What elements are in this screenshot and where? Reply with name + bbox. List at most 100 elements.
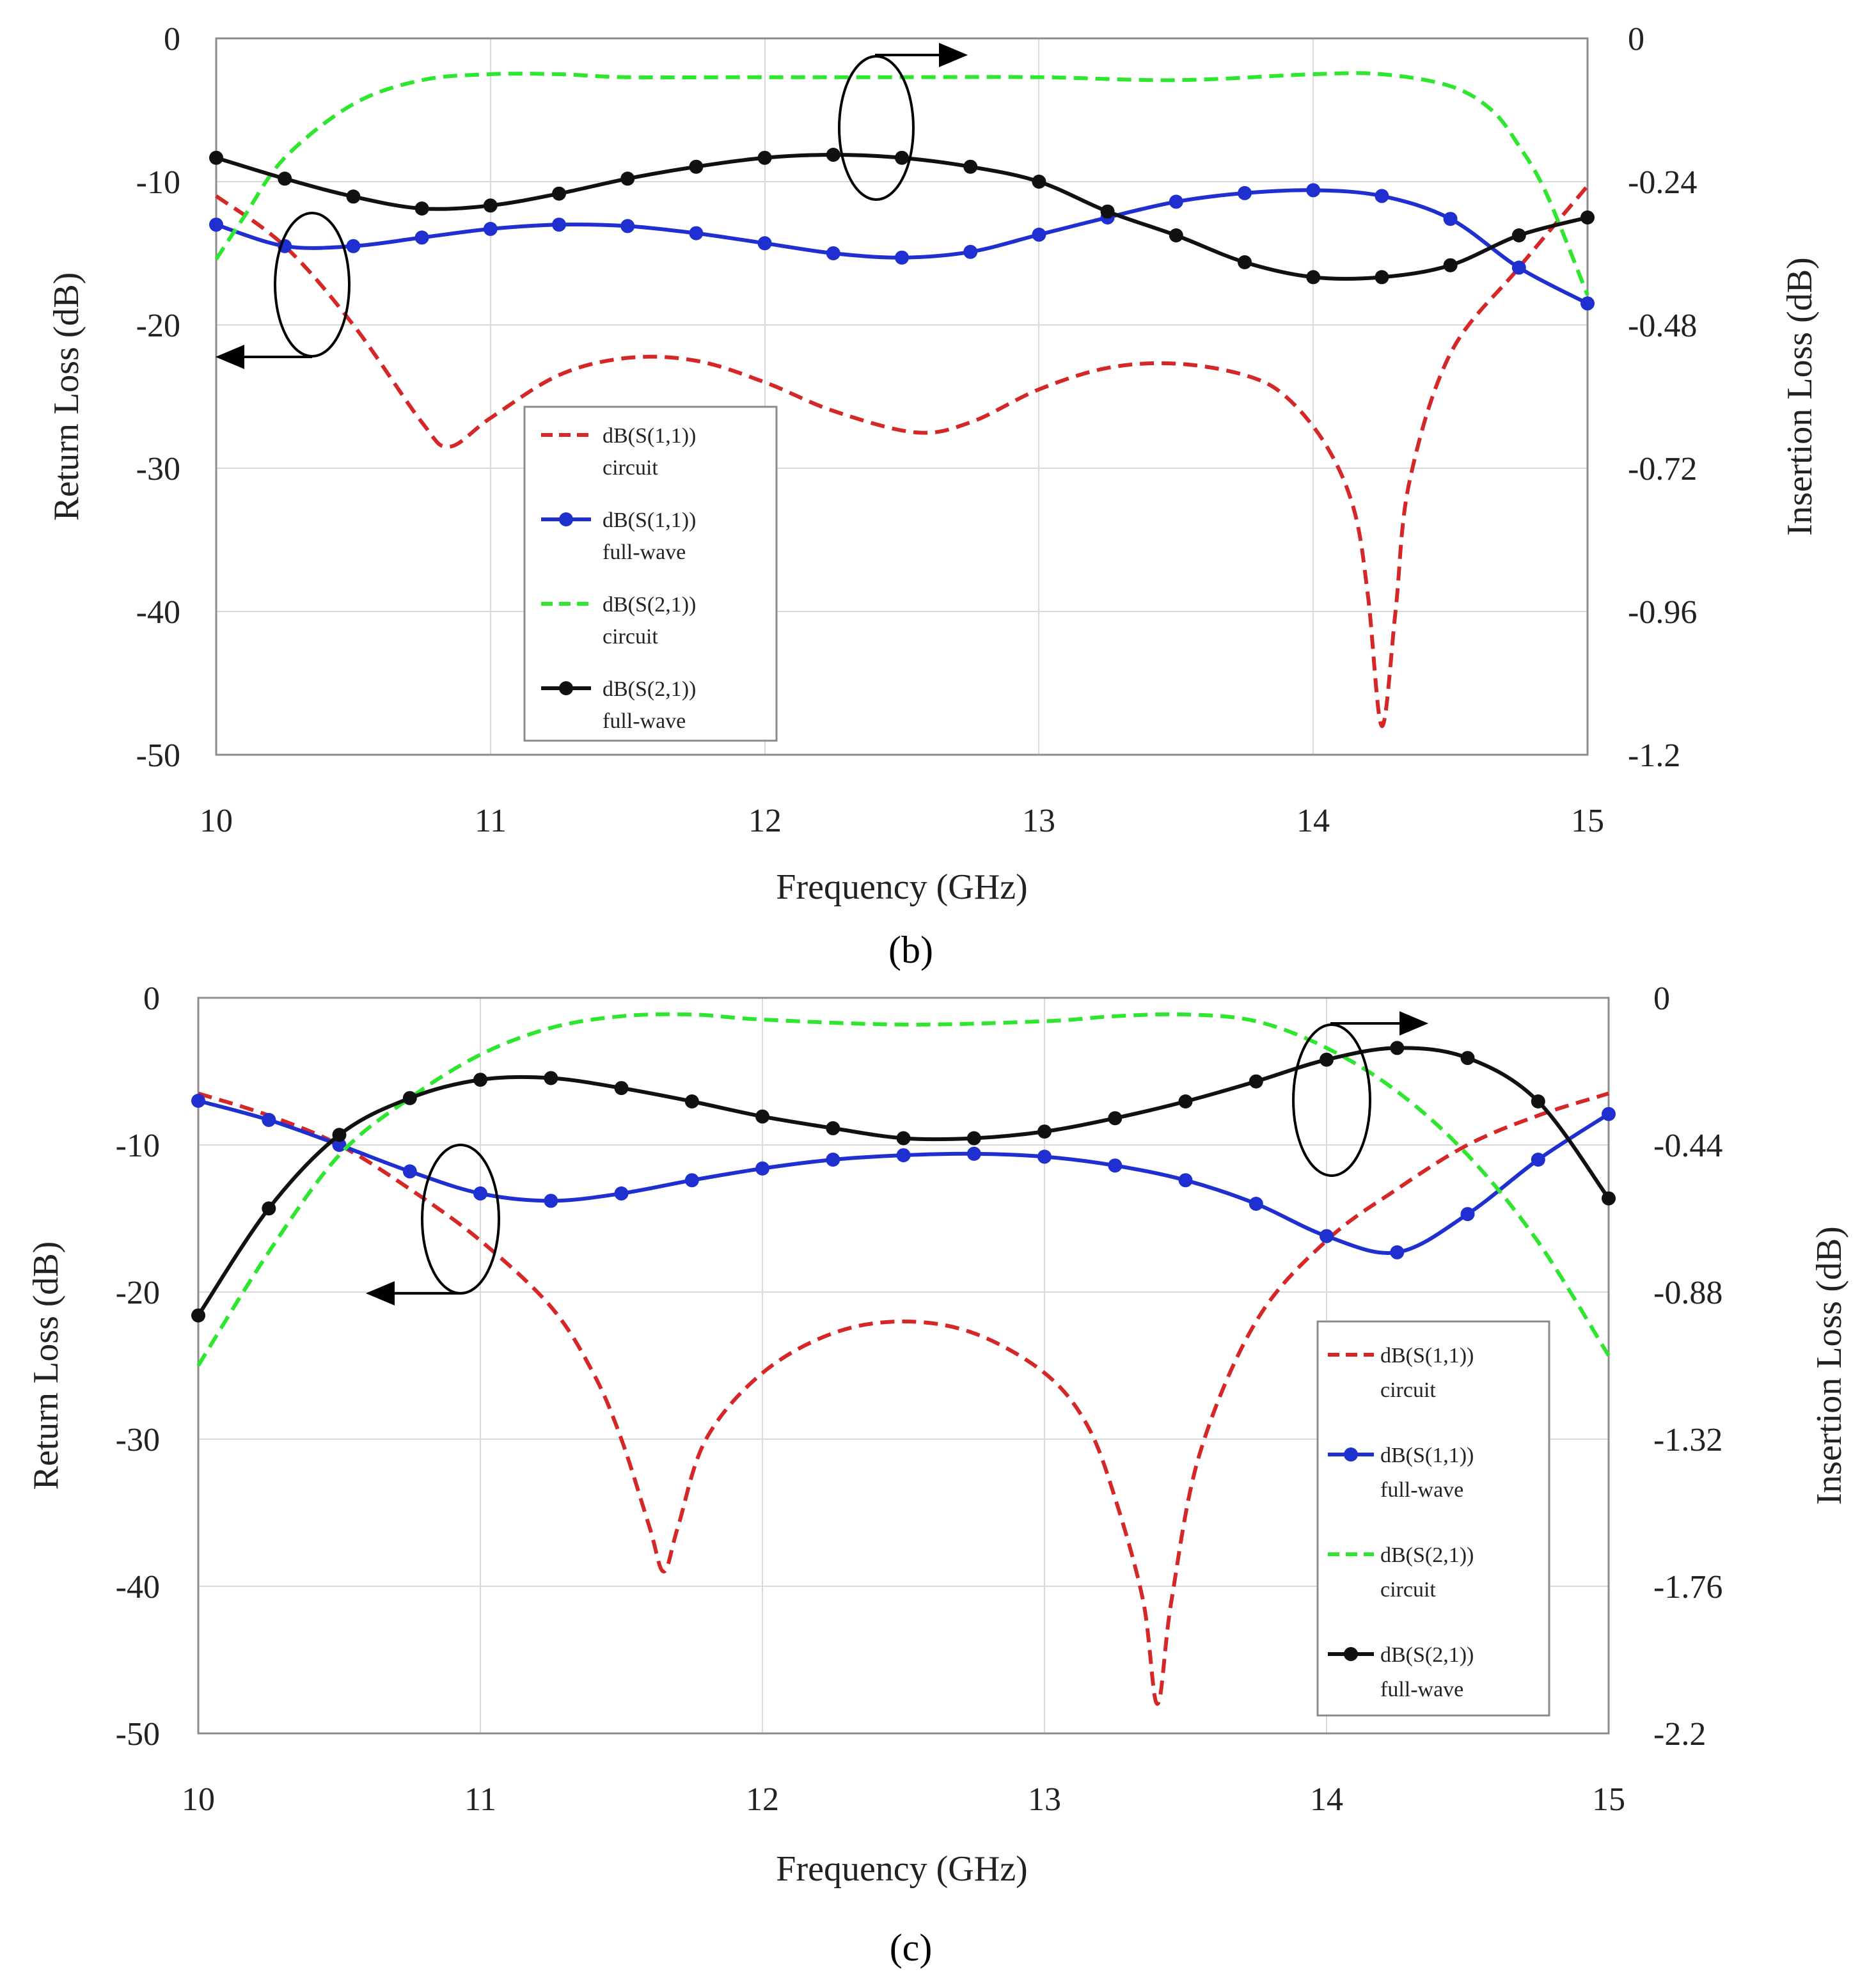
chart-b-xlabel: Frequency (GHz) xyxy=(776,867,1027,907)
legend-c-label: dB(S(1,1)) xyxy=(1380,1444,1474,1467)
chart-b-xtick: 14 xyxy=(1297,803,1330,839)
series-marker-s21-fullwave xyxy=(757,150,772,165)
chart-c-ytick-left: -10 xyxy=(116,1128,160,1164)
chart-c-xlabel: Frequency (GHz) xyxy=(776,1849,1027,1889)
series-marker-s21-fullwave xyxy=(1249,1074,1263,1089)
series-marker-s11-fullwave xyxy=(414,230,429,245)
legend-b-label: dB(S(1,1)) xyxy=(603,509,696,532)
chart-b-ytick-right: 0 xyxy=(1628,21,1644,58)
series-line-s11-circuit xyxy=(215,184,1589,729)
series-marker-s11-fullwave xyxy=(966,1146,981,1161)
legend-b-sub: circuit xyxy=(603,625,658,649)
chart-c-annotations xyxy=(365,1011,1429,1306)
series-marker-s21-fullwave xyxy=(755,1109,769,1124)
series-marker-s11-fullwave xyxy=(262,1112,276,1127)
legend-c-sub: full-wave xyxy=(1380,1678,1463,1701)
chart-c-ytick-right: -2.2 xyxy=(1653,1716,1706,1753)
series-marker-s21-fullwave xyxy=(1108,1111,1123,1126)
series-marker-s11-fullwave xyxy=(473,1186,487,1201)
series-marker-s11-fullwave xyxy=(483,221,498,236)
series-marker-s21-fullwave xyxy=(614,1081,629,1096)
legend-c-sub: full-wave xyxy=(1380,1478,1463,1502)
chart-b-ytick-left: -40 xyxy=(136,594,180,631)
legend-b-label: dB(S(1,1)) xyxy=(603,424,696,448)
series-marker-s11-fullwave xyxy=(1108,1158,1123,1173)
series-marker-s21-fullwave xyxy=(1443,258,1458,272)
chart-b-ytick-right: -0.24 xyxy=(1628,164,1697,201)
series-marker-s11-fullwave xyxy=(1460,1207,1475,1222)
chart-b: 0 -10 -20 -30 -40 -50 0 -0.24 -0.48 -0.7… xyxy=(47,21,1820,971)
series-marker-s21-fullwave xyxy=(895,150,909,165)
right-axis-group-ellipse xyxy=(838,55,915,201)
series-marker-s21-fullwave xyxy=(1531,1094,1545,1108)
series-marker-s21-fullwave xyxy=(262,1201,276,1216)
series-marker-s21-fullwave xyxy=(1306,270,1321,285)
chart-c-ytick-right: -1.32 xyxy=(1653,1422,1722,1458)
series-marker-s11-fullwave xyxy=(826,1153,840,1167)
left-axis-group-ellipse xyxy=(274,212,351,358)
series-marker-s11-fullwave xyxy=(963,244,978,259)
legend-c-sub: circuit xyxy=(1380,1378,1436,1402)
series-marker-s11-fullwave xyxy=(755,1161,769,1176)
chart-b-ytick-right: -0.72 xyxy=(1628,451,1697,487)
series-marker-s21-fullwave xyxy=(896,1131,911,1146)
series-marker-s11-fullwave xyxy=(620,219,635,233)
chart-c-legend: dB(S(1,1)) circuit dB(S(1,1)) full-wave … xyxy=(1316,1320,1550,1717)
chart-b-ytick-right: -1.2 xyxy=(1628,737,1680,774)
legend-b-label: dB(S(2,1)) xyxy=(603,593,696,617)
series-marker-s11-fullwave xyxy=(1511,260,1526,275)
chart-c-ytick-left: -40 xyxy=(116,1569,160,1605)
chart-c-grid xyxy=(198,998,1609,1733)
series-marker-s21-fullwave xyxy=(1178,1094,1193,1108)
series-marker-s21-fullwave xyxy=(1320,1052,1334,1067)
series-marker-s21-fullwave xyxy=(1580,210,1595,225)
series-marker-s21-fullwave xyxy=(1460,1051,1475,1066)
chart-c-panel-label: (c) xyxy=(890,1927,933,1969)
series-marker-s11-fullwave xyxy=(191,1094,205,1108)
series-marker-s11-fullwave xyxy=(552,217,566,232)
series-marker-s11-fullwave xyxy=(614,1186,629,1201)
series-marker-s21-fullwave xyxy=(1100,204,1115,219)
series-marker-s21-fullwave xyxy=(346,189,361,204)
series-marker-s11-fullwave xyxy=(1531,1153,1545,1167)
chart-c-ytick-right: 0 xyxy=(1653,981,1670,1017)
series-marker-s21-fullwave xyxy=(1390,1041,1405,1055)
chart-c-xtick: 10 xyxy=(182,1781,215,1818)
series-marker-s21-fullwave xyxy=(414,201,429,216)
chart-b-annotations xyxy=(215,42,968,370)
chart-b-legend: dB(S(1,1)) circuit dB(S(1,1)) full-wave … xyxy=(523,406,778,742)
chart-b-plot-frame xyxy=(215,37,1589,756)
series-marker-s11-fullwave xyxy=(1032,227,1046,242)
series-marker-s21-fullwave xyxy=(473,1073,487,1087)
series-marker-s11-fullwave xyxy=(1390,1245,1405,1259)
series-marker-s11-fullwave xyxy=(1169,194,1183,209)
right-arrow-icon xyxy=(875,54,953,56)
chart-c-xtick: 15 xyxy=(1592,1781,1625,1818)
chart-b-xtick: 13 xyxy=(1022,803,1055,839)
series-marker-s21-fullwave xyxy=(544,1071,558,1085)
series-marker-s11-fullwave xyxy=(1580,296,1595,311)
series-line-s21-fullwave xyxy=(196,1046,1611,1317)
series-marker-s11-fullwave xyxy=(1178,1173,1193,1188)
series-marker-s21-fullwave xyxy=(1169,228,1183,242)
chart-b-ytick-left: -10 xyxy=(136,164,180,201)
chart-c-xtick: 12 xyxy=(746,1781,779,1818)
series-marker-s21-fullwave xyxy=(1037,1124,1052,1139)
right-axis-group-ellipse xyxy=(1292,1023,1371,1177)
chart-c-xtick: 13 xyxy=(1028,1781,1061,1818)
series-marker-s11-fullwave xyxy=(684,1173,699,1188)
legend-c-label: dB(S(1,1)) xyxy=(1380,1344,1474,1368)
series-marker-s21-fullwave xyxy=(1511,228,1526,242)
chart-c-ytick-left: -20 xyxy=(116,1275,160,1311)
left-axis-group-ellipse xyxy=(421,1144,500,1295)
series-line-s21-circuit xyxy=(196,1012,1611,1367)
series-marker-s11-fullwave xyxy=(826,246,840,260)
legend-b-sub: circuit xyxy=(603,456,658,480)
chart-c-xtick: 14 xyxy=(1310,1781,1343,1818)
series-marker-s21-fullwave xyxy=(966,1131,981,1146)
legend-c-label: dB(S(2,1)) xyxy=(1380,1643,1474,1667)
series-marker-s21-fullwave xyxy=(826,1121,840,1135)
series-line-s11-circuit xyxy=(198,1091,1609,1707)
series-marker-s21-fullwave xyxy=(332,1128,347,1142)
